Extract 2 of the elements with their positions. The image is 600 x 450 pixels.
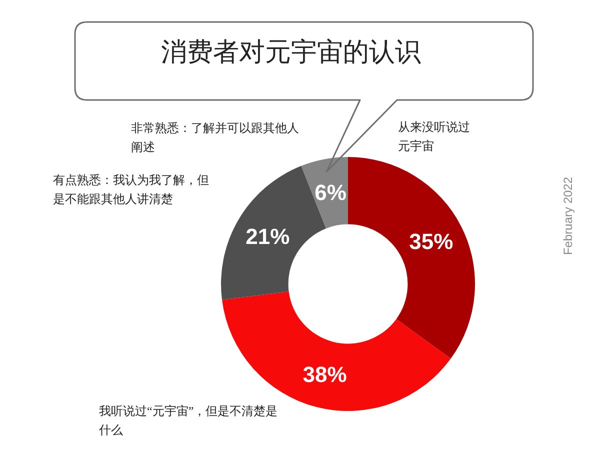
- annotation: February 2022: [561, 176, 575, 256]
- title: 消费者对元宇宙的认识: [161, 36, 421, 68]
